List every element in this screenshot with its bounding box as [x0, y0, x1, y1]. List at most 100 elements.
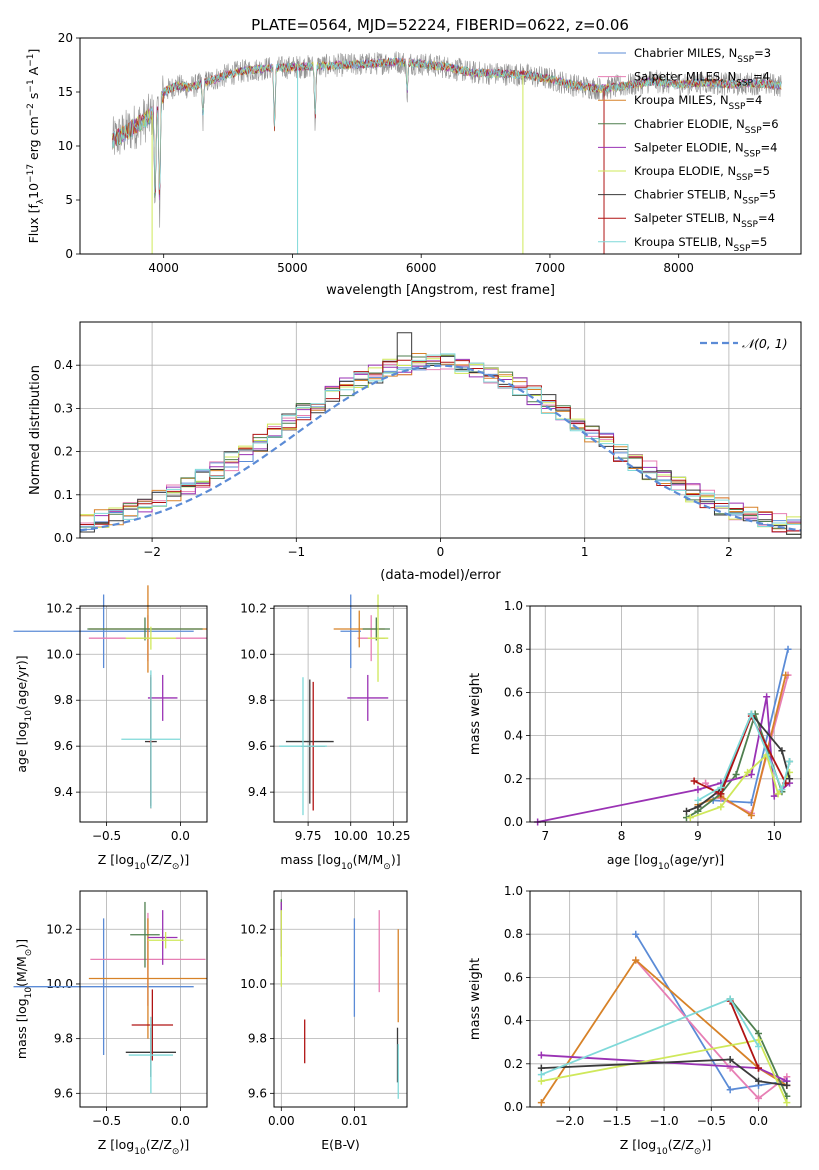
- y-tick-label: 9.8: [248, 693, 267, 707]
- legend-entry-part: =3: [754, 46, 771, 60]
- y-tick-label: 0.0: [54, 531, 73, 545]
- x-axis-label-part: ⊙: [172, 862, 180, 872]
- legend-entry-part: Kroupa STELIB, N: [634, 235, 734, 249]
- y-axis-label-part: s: [26, 93, 41, 104]
- weight-point: [770, 792, 778, 800]
- x-tick-label: 0: [437, 545, 445, 559]
- y-tick-label: 9.6: [54, 1086, 73, 1100]
- x-tick-label: −2.0: [555, 1114, 584, 1128]
- y-axis-label-part: −17: [26, 164, 36, 183]
- x-tick-label: 6000: [406, 261, 437, 275]
- weight-point: [755, 1094, 763, 1102]
- axes-frame: [529, 605, 802, 823]
- weight-point: [537, 1051, 545, 1059]
- x-axis-label-part: ⊙: [694, 1147, 702, 1157]
- y-tick-label: 0.8: [504, 927, 523, 941]
- histogram-series: [80, 356, 801, 533]
- weight-point: [778, 747, 786, 755]
- legend-entry: Salpeter STELIB, NSSP=4: [634, 211, 775, 230]
- x-axis-label-part: E(B-V): [321, 1137, 360, 1152]
- y-axis-label-part: Flux [f: [26, 204, 41, 244]
- legend-entry: Salpeter MILES, NSSP=4: [634, 70, 770, 89]
- weight-point: [694, 803, 702, 811]
- y-axis-label-part: age [log: [14, 721, 29, 772]
- x-axis-label-part: )]: [391, 852, 401, 867]
- legend-entry-part: =4: [745, 93, 762, 107]
- x-axis-label: age [log10(age/yr)]: [607, 852, 724, 872]
- weight-point: [744, 768, 752, 776]
- legend-entry: Salpeter ELODIE, NSSP=4: [634, 140, 777, 159]
- weight-point: [747, 770, 755, 778]
- weight-point: [755, 1043, 763, 1051]
- x-tick-label: 0.01: [341, 1114, 368, 1128]
- axes-frame: [79, 605, 208, 823]
- legend-entry-part: =4: [753, 70, 770, 84]
- weight-point: [726, 995, 734, 1003]
- x-tick-label: 0.00: [268, 1114, 295, 1128]
- weight-series-line: [693, 714, 787, 796]
- axes-frame: [79, 321, 802, 539]
- legend-entry-part: SSP: [741, 220, 758, 230]
- weight-point: [786, 758, 794, 766]
- x-tick-label: 10.25: [376, 829, 410, 843]
- x-axis-label-part: (M/M: [353, 852, 384, 867]
- legend-entry: Kroupa STELIB, NSSP=5: [634, 235, 767, 254]
- y-tick-label: 9.8: [248, 1032, 267, 1046]
- spectrum-panel: 4000 5000 6000 7000 8000 0 5 10 15 20 Chabrier MIL…: [26, 31, 802, 298]
- x-tick-label: 4000: [148, 261, 179, 275]
- weight-point: [717, 790, 725, 798]
- legend-entry-part: =5: [753, 164, 770, 178]
- x-axis-label-part: (age/yr)]: [669, 852, 724, 867]
- x-axis-label-part: 10: [656, 1147, 668, 1157]
- x-tick-label: −1: [287, 545, 305, 559]
- y-tick-label: 9.8: [54, 1032, 73, 1046]
- gaussian-curve: [79, 364, 802, 532]
- x-tick-label: −1.5: [602, 1114, 631, 1128]
- weight-point: [726, 1055, 734, 1063]
- weight-point: [632, 930, 640, 938]
- histogram-series: [80, 353, 801, 528]
- weight-point: [686, 814, 694, 822]
- x-tick-label: 7000: [535, 261, 566, 275]
- weight-point: [702, 779, 710, 787]
- x-axis-label-part: 10: [134, 862, 146, 872]
- weight-point: [786, 775, 794, 783]
- y-axis-label-part: −2: [26, 103, 36, 116]
- x-tick-label: 7: [541, 829, 549, 843]
- legend-entry-part: =5: [750, 235, 767, 249]
- y-tick-label: 0.4: [504, 729, 523, 743]
- weight-point: [717, 803, 725, 811]
- weight-point: [537, 1064, 545, 1072]
- y-axis-label-part: A: [26, 66, 41, 79]
- axes-frame: [273, 605, 408, 823]
- x-tick-label: 9: [694, 829, 702, 843]
- x-axis-label-part: 10: [341, 862, 353, 872]
- weight-series-line: [541, 1058, 787, 1087]
- x-axis-label-part: age [log: [607, 852, 658, 867]
- x-axis-label-part: mass [log: [280, 852, 341, 867]
- weight-point: [694, 786, 702, 794]
- y-tick-label: 10.2: [240, 601, 267, 615]
- x-axis-label-part: )]: [179, 852, 189, 867]
- x-axis-label-part: )]: [701, 1137, 711, 1152]
- legend-entry: Chabrier ELODIE, NSSP=6: [634, 117, 779, 136]
- weight-point: [778, 786, 786, 794]
- y-tick-label: 10.0: [240, 977, 267, 991]
- y-axis-label-part: λ: [36, 198, 46, 204]
- x-tick-label: −1.0: [650, 1114, 679, 1128]
- y-tick-label: 0.4: [54, 358, 73, 372]
- y-axis-label: mass weight: [468, 673, 483, 755]
- x-tick-label: 10: [767, 829, 782, 843]
- age_vs_z-panel: −0.5 0.09.49.69.810.010.2Z [log10(Z/Z⊙)]a…: [13, 585, 208, 872]
- weight-point: [755, 1064, 763, 1072]
- weight-point: [747, 812, 755, 820]
- y-tick-label: 10.2: [240, 922, 267, 936]
- y-axis-label-part: mass [log: [14, 998, 29, 1059]
- y-tick-label: 10.0: [240, 647, 267, 661]
- legend-entry-part: SSP: [734, 244, 751, 254]
- legend-entry-part: SSP: [742, 197, 759, 207]
- x-tick-label: 0.0: [749, 1114, 768, 1128]
- x-tick-label: −0.5: [92, 1114, 121, 1128]
